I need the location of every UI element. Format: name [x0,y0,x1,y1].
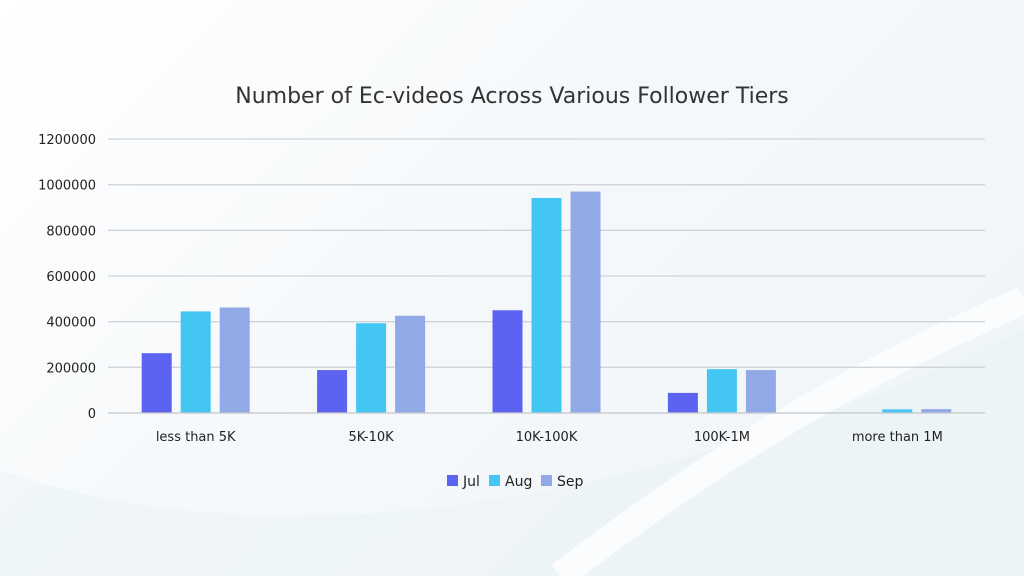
y-tick-label: 400000 [46,316,96,331]
bar-aug-0 [180,311,211,413]
legend-swatch-sep [541,475,552,486]
y-tick-label: 1000000 [38,179,96,194]
legend-swatch-jul [447,475,458,486]
y-tick-label: 0 [88,407,96,422]
bar-sep-3 [745,370,776,413]
bar-aug-4 [882,409,913,413]
legend-label-jul: Jul [462,474,480,490]
y-tick-label: 800000 [46,224,96,239]
x-tick-label: less than 5K [156,430,236,445]
bar-sep-1 [395,315,426,413]
bar-sep-2 [570,191,601,413]
y-tick-label: 1200000 [38,133,96,148]
legend: Jul Aug Sep [447,474,584,490]
legend-label-sep: Sep [557,474,584,490]
x-tick-label: more than 1M [852,430,943,445]
x-tick-label: 10K-100K [516,430,578,445]
bar-jul-1 [317,370,348,413]
bar-jul-3 [667,392,698,413]
y-tick-label: 600000 [46,270,96,285]
x-axis: less than 5K 5K-10K 10K-100K 100K-1M more th… [108,412,985,445]
y-axis: 0 200000 400000 600000 800000 1000000 1200000 [38,133,96,422]
bar-jul-0 [141,353,172,413]
chart-title: Number of Ec-videos Across Various Follo… [235,84,789,109]
bars [141,191,952,413]
bar-aug-1 [356,323,387,413]
x-tick-label: 100K-1M [694,430,750,445]
bar-aug-3 [706,369,737,413]
legend-swatch-aug [489,475,500,486]
legend-label-aug: Aug [505,474,532,490]
bar-sep-4 [921,409,952,413]
bar-aug-2 [531,197,562,413]
y-tick-label: 200000 [46,361,96,376]
bar-jul-2 [492,310,523,413]
bar-sep-0 [219,307,250,413]
x-tick-label: 5K-10K [348,430,394,445]
